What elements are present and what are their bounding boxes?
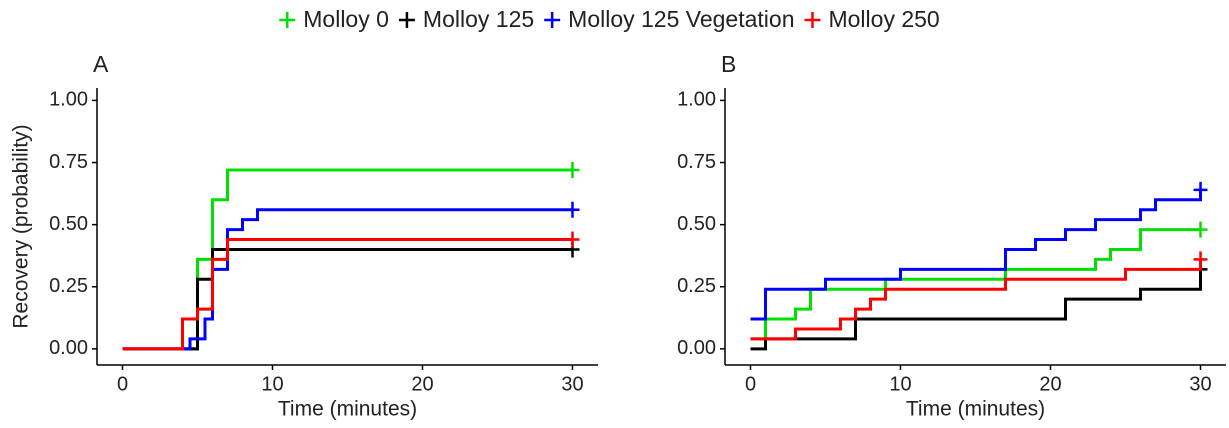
x-tick-label: 10 bbox=[261, 373, 283, 395]
x-axis-label: Time (minutes) bbox=[906, 398, 1045, 421]
panel-label: B bbox=[721, 51, 736, 77]
y-tick-label: 0.75 bbox=[677, 151, 716, 173]
panel-label: A bbox=[93, 51, 109, 77]
y-tick-label: 1.00 bbox=[49, 89, 88, 111]
step-line bbox=[750, 259, 1202, 341]
step-line bbox=[122, 168, 573, 351]
y-axis-label: Recovery (probability) bbox=[10, 124, 33, 328]
y-tick-label: 0.25 bbox=[677, 275, 716, 297]
x-tick-label: 30 bbox=[1189, 373, 1211, 395]
y-tick-label: 0.50 bbox=[49, 213, 88, 235]
y-tick-label: 0.75 bbox=[49, 151, 88, 173]
legend-label: Molloy 125 Vegetation bbox=[568, 6, 794, 32]
step-line bbox=[122, 247, 573, 351]
step-line bbox=[750, 269, 1202, 351]
y-tick-label: 0.25 bbox=[49, 275, 88, 297]
x-tick-label: 30 bbox=[561, 373, 583, 395]
step-line bbox=[750, 189, 1202, 321]
x-tick-label: 0 bbox=[117, 373, 128, 395]
y-tick-label: 0.50 bbox=[677, 213, 716, 235]
x-axis-label: Time (minutes) bbox=[278, 398, 417, 421]
y-tick-label: 1.00 bbox=[677, 89, 716, 111]
x-tick-label: 0 bbox=[745, 373, 756, 395]
legend-label: Molloy 125 bbox=[423, 6, 534, 32]
x-tick-label: 20 bbox=[1039, 373, 1061, 395]
y-tick-label: 0.00 bbox=[49, 337, 88, 359]
legend-label: Molloy 250 bbox=[828, 6, 939, 32]
step-line bbox=[122, 238, 573, 351]
x-tick-label: 20 bbox=[411, 373, 433, 395]
legend-label: Molloy 0 bbox=[303, 6, 389, 32]
step-line bbox=[750, 228, 1201, 341]
y-tick-label: 0.00 bbox=[677, 337, 716, 359]
x-tick-label: 10 bbox=[889, 373, 911, 395]
step-line bbox=[122, 208, 573, 351]
